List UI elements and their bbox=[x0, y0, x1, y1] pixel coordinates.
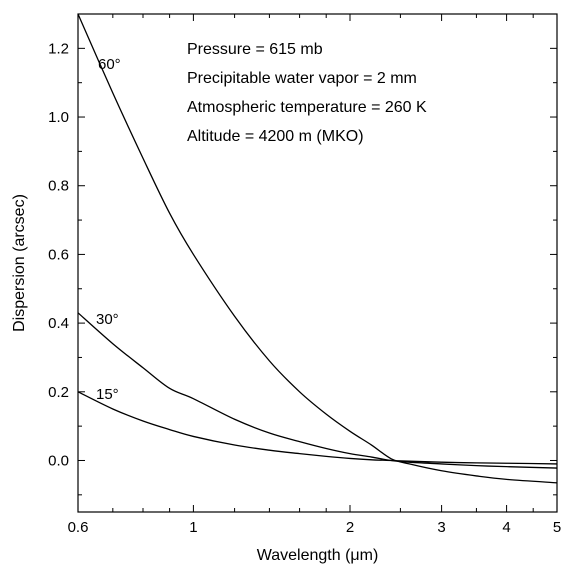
series-line bbox=[77, 13, 558, 484]
y-tick-label: 1.2 bbox=[48, 40, 69, 57]
series-label: 15° bbox=[96, 386, 119, 403]
series-labels: 60° 30° 15° bbox=[96, 56, 121, 403]
y-tick-label: 0.0 bbox=[48, 452, 69, 469]
y-axis-title: Dispersion (arcsec) bbox=[11, 194, 28, 332]
plot-frame bbox=[77, 13, 558, 513]
series-curves bbox=[77, 13, 558, 484]
x-tick-label: 5 bbox=[553, 519, 561, 536]
series-line bbox=[77, 391, 558, 465]
y-tick-label: 0.6 bbox=[48, 246, 69, 263]
condition-annotation: Precipitable water vapor = 2 mm bbox=[187, 70, 417, 87]
condition-annotation: Atmospheric temperature = 260 K bbox=[187, 99, 427, 116]
y-tick-label: 1.0 bbox=[48, 109, 69, 126]
x-tick-label: 3 bbox=[437, 519, 445, 536]
axis-ticks: 0.0 0.2 0.4 0.6 0.8 1.0 1.2 0.6 1 2 3 4 5 bbox=[48, 13, 561, 536]
x-tick-label: 2 bbox=[346, 519, 354, 536]
condition-annotations: Pressure = 615 mb Precipitable water vapo… bbox=[187, 41, 427, 145]
x-axis-title: Wavelength (μm) bbox=[257, 547, 379, 564]
y-tick-label: 0.8 bbox=[48, 178, 69, 195]
x-tick-label: 1 bbox=[189, 519, 197, 536]
y-tick-label: 0.4 bbox=[48, 315, 69, 332]
condition-annotation: Pressure = 615 mb bbox=[187, 41, 323, 58]
series-label: 60° bbox=[98, 56, 121, 73]
x-tick-label: 4 bbox=[502, 519, 510, 536]
series-line bbox=[77, 312, 558, 469]
x-tick-label: 0.6 bbox=[68, 519, 89, 536]
condition-annotation: Altitude = 4200 m (MKO) bbox=[187, 128, 364, 145]
y-tick-label: 0.2 bbox=[48, 384, 69, 401]
series-label: 30° bbox=[96, 311, 119, 328]
